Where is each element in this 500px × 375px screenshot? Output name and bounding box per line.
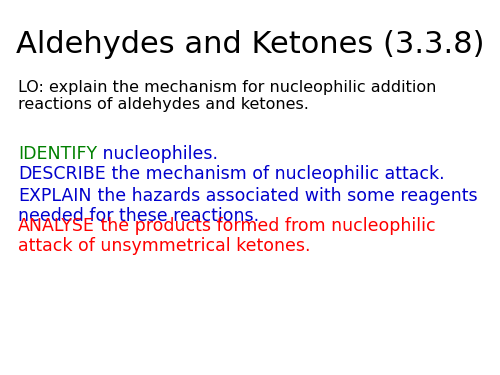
Text: nucleophiles.: nucleophiles. xyxy=(97,145,218,163)
Text: DESCRIBE: DESCRIBE xyxy=(18,165,106,183)
Text: ANALYSE: ANALYSE xyxy=(18,217,95,235)
Text: IDENTIFY: IDENTIFY xyxy=(18,145,97,163)
Text: EXPLAIN: EXPLAIN xyxy=(18,187,92,205)
Text: reactions of aldehydes and ketones.: reactions of aldehydes and ketones. xyxy=(18,97,309,112)
Text: Aldehydes and Ketones (3.3.8): Aldehydes and Ketones (3.3.8) xyxy=(16,30,484,59)
Text: the mechanism of nucleophilic attack.: the mechanism of nucleophilic attack. xyxy=(106,165,444,183)
Text: needed for these reactions.: needed for these reactions. xyxy=(18,207,259,225)
Text: LO: explain the mechanism for nucleophilic addition: LO: explain the mechanism for nucleophil… xyxy=(18,80,436,95)
Text: the hazards associated with some reagents: the hazards associated with some reagent… xyxy=(92,187,477,205)
Text: the products formed from nucleophilic: the products formed from nucleophilic xyxy=(95,217,436,235)
Text: attack of unsymmetrical ketones.: attack of unsymmetrical ketones. xyxy=(18,237,310,255)
